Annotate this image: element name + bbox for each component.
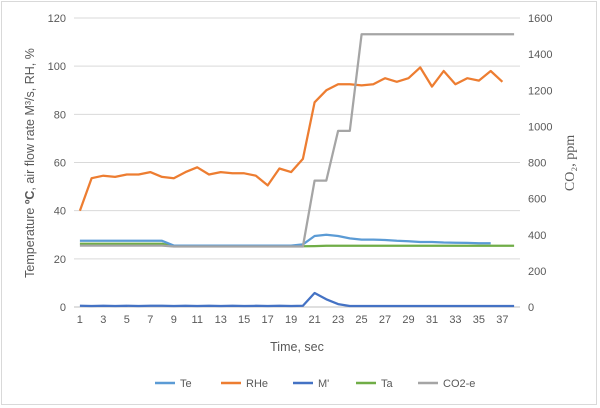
x-tick-label: 1: [77, 314, 83, 326]
x-tick-label: 25: [355, 314, 367, 326]
right-tick-label: 1200: [528, 85, 552, 97]
right-tick-label: 1400: [528, 49, 552, 61]
x-tick-label: 15: [238, 314, 250, 326]
legend-label: M': [318, 378, 329, 390]
x-tick-label: 13: [215, 314, 227, 326]
right-tick-label: 1000: [528, 121, 552, 133]
x-tick-label: 31: [426, 314, 438, 326]
left-axis-title-main: Temperature: [23, 204, 37, 278]
left-axis-title: Temperature ºC, air flow rate M³/s, RH, …: [23, 48, 37, 278]
left-tick-label: 60: [54, 158, 66, 170]
x-axis-ticks: 1 3 5 7 9 11 13 15 17 19 21 23 25 27 29 31 33 35 37: [77, 314, 509, 326]
x-tick-label: 37: [496, 314, 508, 326]
series-line-m: [79, 291, 515, 308]
left-axis-title-rest: , air flow rate M³/s, RH, %: [23, 48, 37, 190]
x-tick-label: 9: [171, 314, 177, 326]
series-layer: [78, 33, 515, 308]
right-tick-label: 800: [528, 158, 546, 170]
x-tick-label: 7: [147, 314, 153, 326]
left-axis-ticks: 0 20 40 60 80 100 120: [48, 13, 66, 314]
right-tick-label: 0: [528, 302, 534, 314]
x-tick-label: 11: [192, 314, 203, 326]
left-tick-label: 100: [48, 61, 66, 73]
right-tick-label: 1600: [528, 13, 552, 25]
x-tick-label: 17: [262, 314, 274, 326]
left-tick-label: 20: [54, 254, 66, 266]
series-line-rhe: [78, 66, 504, 212]
x-tick-label: 3: [100, 314, 106, 326]
x-axis-title: Time, sec: [270, 340, 324, 354]
legend-label: CO2-e: [443, 378, 475, 390]
right-axis-ticks: 0 200 400 600 800 1000 1200 1400 1600: [528, 13, 552, 314]
right-tick-label: 200: [528, 266, 546, 278]
left-axis-title-unit: ºC: [23, 191, 37, 205]
left-tick-label: 0: [60, 302, 66, 314]
x-tick-label: 33: [449, 314, 461, 326]
x-tick-label: 35: [473, 314, 485, 326]
left-tick-label: 40: [54, 206, 66, 218]
x-tick-label: 29: [402, 314, 414, 326]
series-line-co2-e: [79, 33, 515, 248]
legend-label: Te: [180, 378, 192, 390]
x-tick-label: 19: [285, 314, 297, 326]
legend-label: RHe: [246, 378, 268, 390]
right-tick-label: 400: [528, 230, 546, 242]
x-tick-label: 23: [332, 314, 344, 326]
legend-label: Ta: [381, 378, 394, 390]
legend: Te RHe M' Ta CO2-e: [155, 378, 475, 390]
x-tick-label: 27: [379, 314, 391, 326]
right-tick-label: 600: [528, 194, 546, 206]
gridlines: [74, 17, 520, 308]
x-tick-label: 5: [124, 314, 130, 326]
x-tick-label: 21: [308, 314, 320, 326]
left-tick-label: 80: [54, 109, 66, 121]
right-axis-title: CO₂, ppm: [563, 135, 578, 191]
left-tick-label: 120: [48, 13, 66, 25]
